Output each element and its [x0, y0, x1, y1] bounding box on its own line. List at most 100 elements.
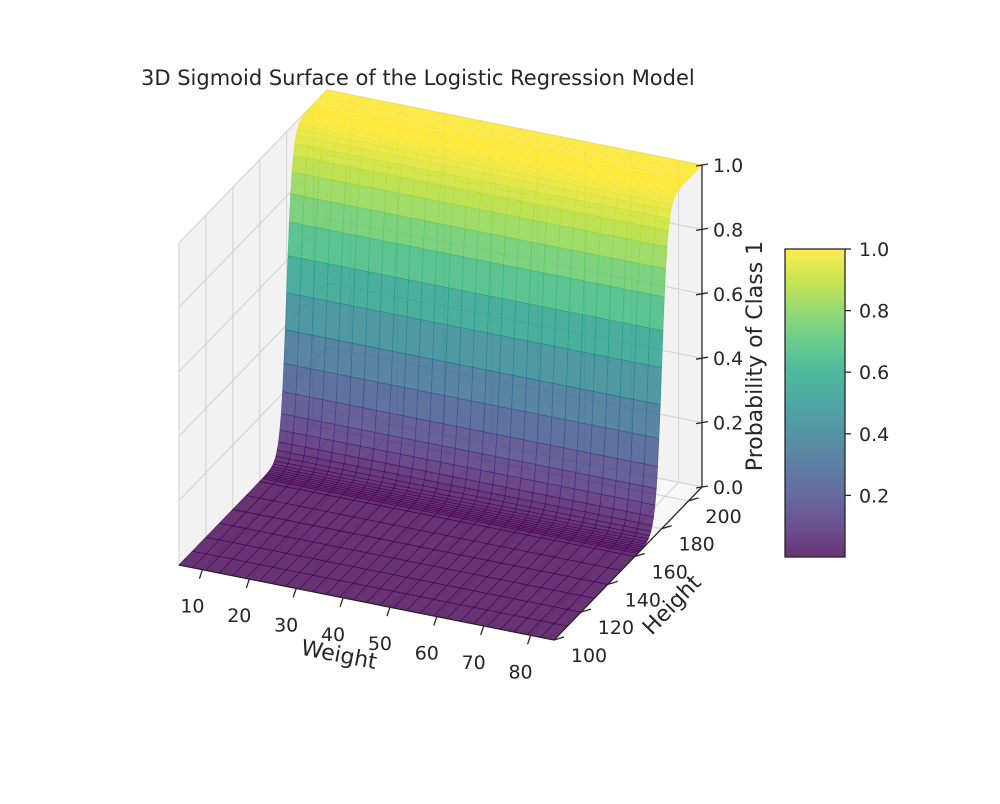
surface-patch [282, 363, 298, 395]
x-tick [526, 635, 532, 645]
surface-patch [543, 244, 559, 276]
surface-patch [532, 203, 549, 224]
surface-patch [333, 423, 349, 444]
surface-patch [432, 321, 448, 363]
surface-patch [555, 275, 571, 313]
colorbar: 0.2 0.4 0.6 0.8 1.0 [784, 239, 889, 558]
surface-patch [362, 379, 379, 411]
surface-patch [495, 434, 511, 460]
surface-patch [296, 332, 313, 370]
x-tick-label: 50 [368, 633, 392, 655]
surface-patch [586, 214, 602, 234]
surface-patch [464, 206, 480, 232]
surface-patch [440, 445, 456, 466]
surface-patch [363, 345, 380, 383]
surface-patch [574, 472, 590, 492]
surface-patch [646, 364, 662, 406]
surface-patch [372, 171, 388, 191]
surface-patch [613, 219, 629, 240]
surface-patch [430, 358, 447, 396]
surface-patch [369, 209, 385, 242]
z-tick-label: 0.0 [713, 477, 743, 499]
surface-patch [418, 319, 435, 360]
surface-patch [279, 413, 295, 434]
surface-patch [526, 340, 542, 381]
surface-patch [588, 452, 605, 479]
surface-patch [346, 426, 362, 447]
colorbar-tick-label: 0.6 [859, 362, 889, 384]
surface-patch [357, 184, 373, 211]
surface-patch [530, 241, 546, 274]
surface-patch [488, 261, 504, 299]
surface-patch [638, 241, 654, 267]
surface-patch [404, 353, 420, 391]
surface-patch [552, 345, 569, 387]
surface-patch [508, 436, 525, 463]
chart-title: 3D Sigmoid Surface of the Logistic Regre… [141, 66, 695, 90]
surface-patch [504, 214, 521, 240]
surface-patch [342, 204, 358, 236]
surface-patch [425, 181, 442, 202]
surface-patch [351, 305, 368, 347]
surface-patch [507, 458, 523, 479]
surface-patch [341, 232, 357, 270]
z-tick [695, 163, 709, 167]
surface-patch [376, 381, 392, 414]
surface-patch [380, 274, 396, 315]
z-tick-label: 1.0 [713, 155, 743, 177]
surface-patch [635, 291, 652, 329]
surface-patch [298, 295, 314, 336]
surface-patch [579, 351, 596, 392]
surface-patch [597, 255, 613, 287]
surface-patch [599, 216, 616, 237]
surface-patch [412, 179, 428, 199]
surface-patch [388, 412, 404, 439]
surface-patch [467, 450, 483, 471]
surface-patch [385, 173, 401, 194]
surface-patch [651, 243, 668, 270]
surface-patch [437, 200, 454, 227]
surface-patch [367, 237, 384, 275]
surface-patch [513, 300, 530, 342]
surface-patch [645, 401, 661, 439]
colorbar-tick-label: 0.8 [859, 301, 889, 323]
surface-patch [358, 168, 375, 189]
surface-patch [499, 335, 515, 376]
surface-patch [365, 308, 381, 349]
surface-patch [393, 276, 409, 318]
surface-patch [643, 435, 660, 467]
surface-patch [347, 404, 364, 431]
surface-patch [457, 364, 474, 402]
surface-patch [386, 434, 403, 455]
surface-patch [310, 334, 326, 372]
surface-patch [493, 456, 510, 476]
x-tick-label: 10 [180, 596, 204, 618]
surface-patch [627, 482, 644, 503]
surface-patch [602, 455, 618, 481]
surface-patch [647, 327, 664, 369]
surface-patch [468, 428, 484, 455]
surface-patch [361, 407, 377, 433]
surface-patch [377, 348, 393, 386]
surface-patch [370, 187, 387, 213]
x-tick-label: 70 [462, 652, 486, 674]
surface-patch [354, 235, 371, 273]
x-tick-label: 40 [321, 624, 345, 646]
surface-patch [619, 359, 636, 400]
surface-patch [405, 316, 421, 357]
x-tick [245, 578, 250, 589]
surface-patch [571, 227, 588, 254]
surface-patch [390, 350, 407, 388]
x-tick-label: 30 [274, 614, 298, 636]
y-tick [553, 636, 565, 641]
z-tick [695, 420, 709, 425]
surface-patch [286, 255, 302, 296]
surface-patch [444, 361, 460, 399]
surface-patch [302, 196, 318, 228]
surface-patch [469, 400, 486, 433]
surface-patch [465, 189, 482, 210]
surface-patch [492, 195, 508, 216]
surface-patch [318, 160, 334, 181]
